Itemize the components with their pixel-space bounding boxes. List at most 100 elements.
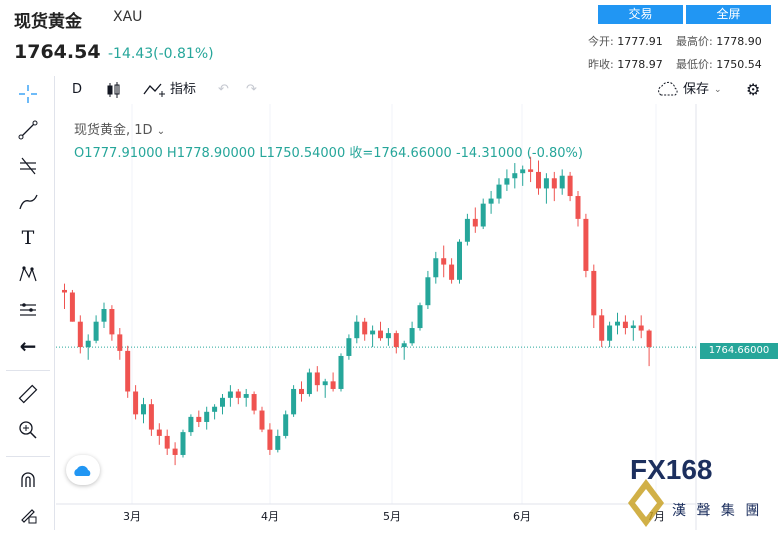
candle-body — [172, 448, 178, 455]
logo-subtitle: 漢 聲 集 團 — [672, 502, 762, 519]
candle-body — [85, 340, 91, 348]
candle-body — [630, 325, 636, 329]
legend-instrument[interactable]: 现货黄金, 1D — [74, 123, 153, 138]
fibonacci-icon[interactable] — [14, 152, 42, 180]
drawing-toolbar: T ← — [0, 76, 55, 530]
candle-body — [133, 391, 139, 415]
chart-legend-title: 现货黄金, 1D ⌄ — [74, 119, 165, 138]
settings-gear-icon[interactable]: ⚙ — [746, 80, 761, 99]
save-dropdown-icon[interactable]: ⌄ — [714, 85, 722, 95]
candle-body — [528, 169, 534, 172]
logo-text: FX168 — [630, 455, 713, 485]
prev-close-label: 昨收: — [588, 58, 614, 71]
trend-line-icon[interactable] — [14, 116, 42, 144]
candle-body — [599, 315, 605, 341]
candle-body — [196, 416, 202, 422]
magnet-icon[interactable] — [14, 466, 42, 494]
candle-body — [212, 406, 218, 412]
candle-body — [125, 350, 131, 392]
low-label: 最低价: — [676, 58, 713, 71]
x-tick-label: 6月 — [513, 510, 531, 523]
candle-body — [354, 321, 360, 339]
candle-body — [496, 184, 502, 199]
cloud-save-icon[interactable] — [655, 76, 681, 104]
interval-selector[interactable]: D — [72, 82, 83, 97]
save-button[interactable]: 保存 — [683, 82, 710, 97]
last-price-label: 1764.66000 — [700, 343, 778, 359]
candle-body — [227, 391, 233, 398]
high-label: 最高价: — [676, 35, 713, 48]
back-arrow-icon[interactable]: ← — [19, 334, 37, 358]
candle-body — [299, 388, 304, 395]
candle-body — [370, 330, 376, 335]
candle-body — [243, 394, 249, 398]
chart-toolbar: D 指标 ↶ ↷ 保存 ⌄ ⚙ — [0, 76, 781, 104]
candle-body — [472, 218, 478, 227]
lock-drawings-icon[interactable] — [14, 500, 42, 528]
candle-body — [283, 414, 289, 436]
candle-body — [188, 416, 194, 433]
candle-style-icon[interactable] — [106, 76, 122, 104]
candle-body — [401, 343, 407, 348]
crosshair-icon[interactable] — [14, 80, 42, 108]
candle-body — [164, 435, 170, 449]
trade-button[interactable]: 交易 — [598, 5, 683, 24]
candle-body — [591, 270, 597, 316]
zoom-in-icon[interactable] — [14, 416, 42, 444]
last-price: 1764.54 — [14, 41, 101, 63]
redo-icon[interactable]: ↷ — [246, 82, 257, 97]
cloud-icon[interactable] — [66, 455, 100, 485]
candle-body — [251, 394, 257, 411]
candle-body — [441, 258, 447, 265]
low-value: 1750.54 — [716, 58, 762, 71]
candle-body — [93, 321, 99, 341]
candle-body — [646, 330, 652, 348]
candle-body — [220, 397, 225, 407]
candle-body — [638, 325, 644, 331]
candle-body — [322, 381, 328, 386]
candle-body — [156, 429, 162, 436]
fullscreen-button[interactable]: 全屏 — [686, 5, 771, 24]
high-stat: 最高价: 1778.90 — [676, 33, 762, 49]
instrument-symbol: XAU — [113, 9, 143, 25]
candle-body — [62, 289, 67, 293]
prediction-icon[interactable] — [14, 296, 42, 324]
open-stat: 今开: 1777.91 — [588, 33, 663, 49]
ruler-icon[interactable] — [14, 380, 42, 408]
text-tool-icon[interactable]: T — [21, 227, 35, 249]
candle-body — [512, 173, 518, 179]
toolbar-divider — [6, 370, 50, 371]
open-value: 1777.91 — [617, 35, 663, 48]
pattern-icon[interactable] — [14, 260, 42, 288]
toolbar-divider — [6, 456, 50, 457]
indicators-button[interactable]: 指标 — [170, 82, 197, 97]
brush-icon[interactable] — [14, 188, 42, 216]
candle-body — [504, 178, 510, 185]
candle-body — [393, 333, 399, 348]
x-tick-label: 4月 — [261, 510, 279, 523]
candle-body — [559, 175, 565, 189]
candle-body — [109, 309, 115, 335]
indicators-icon[interactable] — [143, 76, 167, 104]
prev-close-value: 1778.97 — [617, 58, 663, 71]
candle-body — [536, 171, 541, 189]
candle-body — [575, 196, 581, 219]
x-tick-label: 3月 — [123, 510, 141, 523]
candlestick-chart[interactable]: 3月 4月 5月 6月 7月 — [56, 104, 781, 530]
candle-body — [235, 391, 241, 398]
x-axis-ticks: 3月 4月 5月 6月 7月 — [123, 510, 665, 523]
candle-body — [275, 435, 281, 450]
instrument-title: 现货黄金 — [14, 12, 82, 32]
candle-body — [180, 432, 186, 455]
candle-body — [425, 277, 431, 306]
candle-body — [417, 305, 423, 329]
low-stat: 最低价: 1750.54 — [676, 56, 762, 72]
high-value: 1778.90 — [716, 35, 762, 48]
chevron-down-icon[interactable]: ⌄ — [156, 126, 166, 137]
undo-icon[interactable]: ↶ — [218, 82, 229, 97]
candle-body — [567, 175, 573, 197]
open-label: 今开: — [588, 35, 614, 48]
candle-body — [141, 404, 146, 415]
candle-body — [480, 203, 486, 227]
candle-body — [622, 321, 628, 329]
